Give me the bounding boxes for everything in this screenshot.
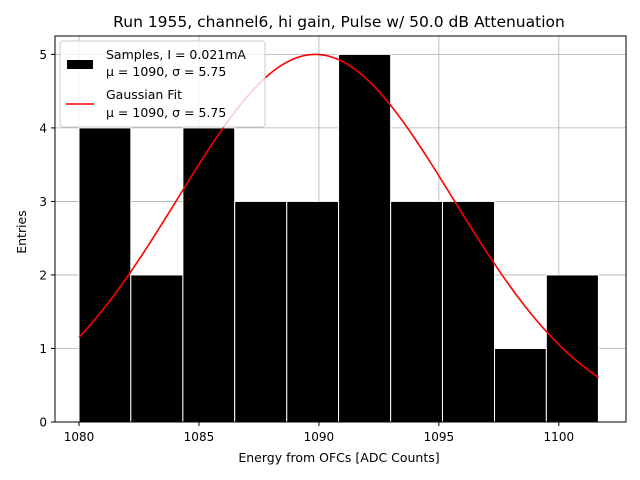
gaussian-fit (78, 53, 599, 378)
x-tick-label: 1095 (424, 430, 455, 444)
y-tick-label: 2 (39, 268, 47, 282)
histogram-bar (441, 200, 496, 423)
x-axis-label: Energy from OFCs [ADC Counts] (238, 450, 439, 465)
x-tick-label: 1085 (184, 430, 215, 444)
x-tick-label: 1080 (64, 430, 95, 444)
y-tick-label: 3 (39, 195, 47, 209)
histogram-bar (545, 274, 599, 423)
legend-box (59, 40, 266, 128)
y-axis-label: Entries (14, 210, 29, 254)
histogram-bar (130, 274, 184, 423)
chart-title: Run 1955, channel6, hi gain, Pulse w/ 50… (113, 13, 565, 31)
axis-ticks: 1080 1085 1090 1095 1100 0 1 2 3 4 5 (39, 48, 574, 444)
axes-frame (54, 35, 627, 423)
y-tick-label: 4 (39, 121, 47, 135)
histogram-bar (338, 53, 392, 423)
legend: Samples, I = 0.021mA μ = 1090, σ = 5.75 … (59, 40, 266, 128)
legend-samples-swatch (67, 60, 93, 69)
plot-frame (54, 35, 627, 423)
histogram-bar (234, 200, 288, 423)
y-tick-label: 1 (39, 342, 47, 356)
fit-curve (78, 53, 599, 378)
histogram-bar (182, 127, 236, 423)
histogram-bar (286, 200, 340, 423)
histogram-bar (78, 127, 132, 423)
legend-samples-stats: μ = 1090, σ = 5.75 (106, 64, 226, 79)
legend-samples-label: Samples, I = 0.021mA (106, 47, 246, 62)
histogram-bar (494, 347, 547, 423)
legend-fit-label: Gaussian Fit (106, 87, 182, 102)
x-tick-label: 1090 (304, 430, 335, 444)
histogram-bar (390, 200, 443, 423)
y-tick-label: 5 (39, 48, 47, 62)
y-tick-label: 0 (39, 416, 47, 430)
x-tick-label: 1100 (544, 430, 575, 444)
legend-fit-stats: μ = 1090, σ = 5.75 (106, 105, 226, 120)
